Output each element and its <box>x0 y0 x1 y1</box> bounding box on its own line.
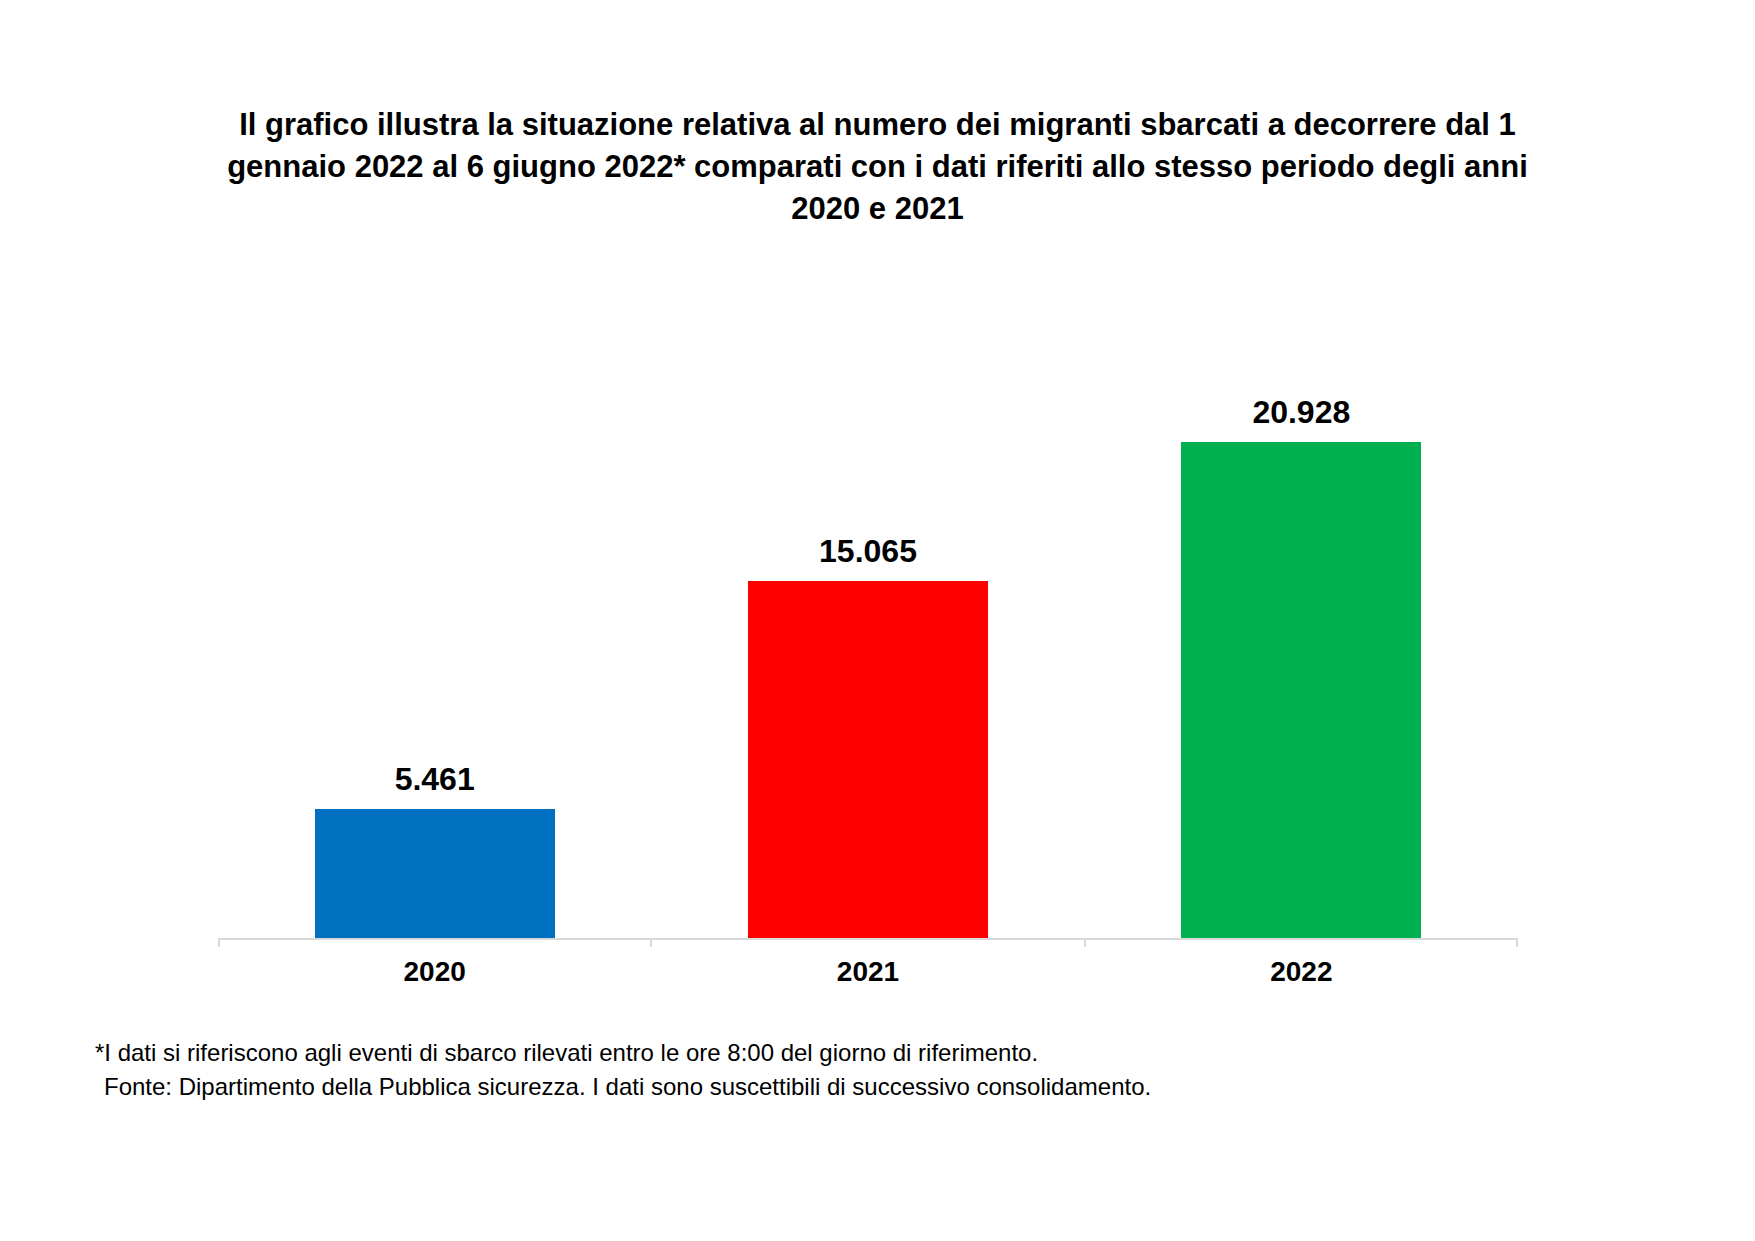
footnote-asterisk: *I dati si riferiscono agli eventi di sb… <box>95 1036 1151 1070</box>
x-axis-label-2021: 2021 <box>651 956 1084 988</box>
bar-2021 <box>748 581 988 938</box>
chart-title-line-3: 2020 e 2021 <box>0 188 1755 230</box>
chart-title: Il grafico illustra la situazione relati… <box>0 104 1755 230</box>
footnote-source: Fonte: Dipartimento della Pubblica sicur… <box>104 1070 1151 1104</box>
bar-2022 <box>1181 442 1421 938</box>
bar-group-2022: 20.928 <box>1085 380 1518 938</box>
chart-title-line-2: gennaio 2022 al 6 giugno 2022* comparati… <box>0 146 1755 188</box>
bar-group-2020: 5.461 <box>218 380 651 938</box>
bar-value-label-2020: 5.461 <box>395 761 475 798</box>
bar-2020 <box>315 809 555 938</box>
plot-area: 5.461 15.065 20.928 <box>218 380 1518 940</box>
bar-group-2021: 15.065 <box>651 380 1084 938</box>
x-axis-tick <box>650 938 652 947</box>
chart-page: { "title": { "full": "Il grafico illustr… <box>0 0 1755 1241</box>
footnotes: *I dati si riferiscono agli eventi di sb… <box>95 1036 1151 1104</box>
x-axis-label-2022: 2022 <box>1085 956 1518 988</box>
bar-value-label-2022: 20.928 <box>1252 394 1350 431</box>
chart-title-line-1: Il grafico illustra la situazione relati… <box>0 104 1755 146</box>
x-axis-tick <box>1084 938 1086 947</box>
x-axis-labels: 2020 2021 2022 <box>218 956 1518 988</box>
x-axis-tick <box>218 938 220 947</box>
x-axis-tick <box>1516 938 1518 947</box>
bar-value-label-2021: 15.065 <box>819 533 917 570</box>
x-axis-label-2020: 2020 <box>218 956 651 988</box>
